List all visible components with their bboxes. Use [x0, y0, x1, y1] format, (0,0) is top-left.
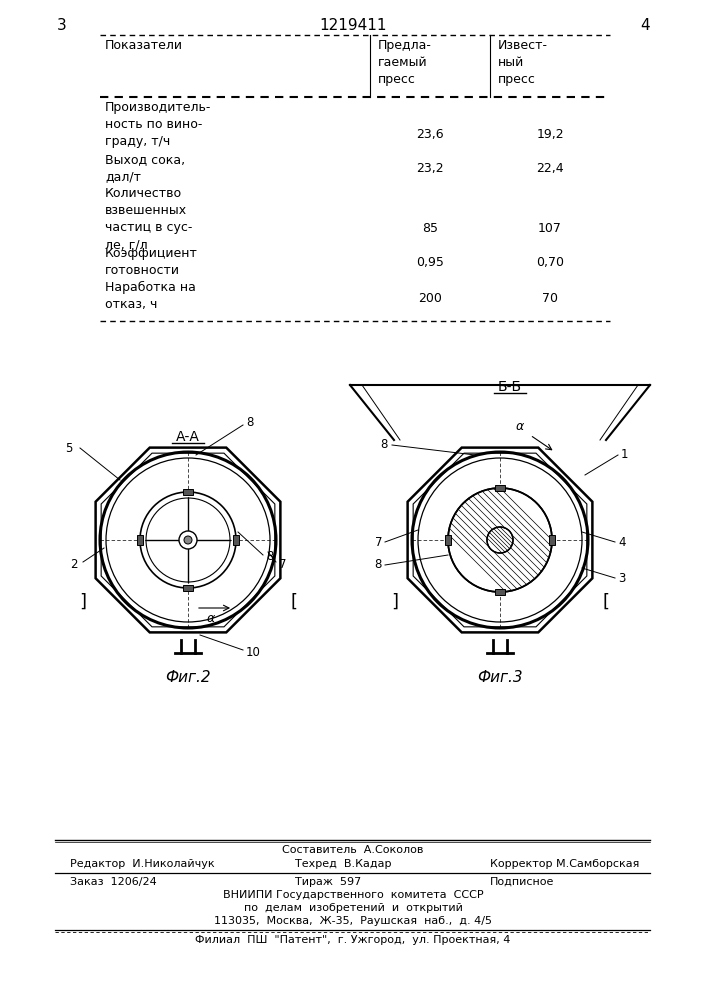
Text: 3: 3 [57, 18, 66, 33]
Text: Филиал  ПШ  "Патент",  г. Ужгород,  ул. Проектная, 4: Филиал ПШ "Патент", г. Ужгород, ул. Прое… [195, 935, 510, 945]
Text: 7: 7 [279, 558, 286, 570]
Text: 19,2: 19,2 [536, 128, 563, 141]
Text: Техред  В.Кадар: Техред В.Кадар [295, 859, 392, 869]
Circle shape [448, 488, 552, 592]
Text: 200: 200 [418, 292, 442, 305]
Bar [233, 535, 239, 545]
Text: Корректор М.Самборская: Корректор М.Самборская [490, 859, 639, 869]
Text: 5: 5 [64, 442, 72, 454]
Bar [183, 585, 193, 591]
Text: $\alpha$: $\alpha$ [515, 420, 525, 433]
Text: Извест-
ный
пресс: Извест- ный пресс [498, 39, 548, 86]
Text: Предла-
гаемый
пресс: Предла- гаемый пресс [378, 39, 432, 86]
Text: 1219411: 1219411 [320, 18, 387, 33]
Text: 0,95: 0,95 [416, 256, 444, 269]
Text: 3: 3 [618, 572, 626, 584]
Text: ]: ] [79, 593, 86, 611]
Text: по  делам  изобретений  и  открытий: по делам изобретений и открытий [244, 903, 462, 913]
Text: Подписное: Подписное [490, 877, 554, 887]
Circle shape [179, 531, 197, 549]
Bar [495, 485, 505, 491]
Text: Наработка на
отказ, ч: Наработка на отказ, ч [105, 281, 196, 311]
Text: А-А: А-А [176, 430, 200, 444]
Text: 8: 8 [246, 416, 253, 430]
Text: ]: ] [391, 593, 398, 611]
Text: ВНИИПИ Государственного  комитета  СССР: ВНИИПИ Государственного комитета СССР [223, 890, 484, 900]
Text: 0,70: 0,70 [536, 256, 564, 269]
Text: Производитель-
ность по вино-
граду, т/ч: Производитель- ность по вино- граду, т/ч [105, 101, 211, 148]
Bar [183, 489, 193, 495]
Text: Б-Б: Б-Б [498, 380, 522, 394]
Text: Фиг.2: Фиг.2 [165, 670, 211, 685]
Text: 4: 4 [641, 18, 650, 33]
Text: 70: 70 [542, 292, 558, 305]
Text: Количество
взвешенных
частиц в сус-
ле, г/л: Количество взвешенных частиц в сус- ле, … [105, 187, 192, 251]
Text: Коэффициент
готовности: Коэффициент готовности [105, 247, 198, 277]
Text: 7: 7 [375, 536, 382, 548]
Text: 4: 4 [618, 536, 626, 548]
Text: [: [ [602, 593, 609, 611]
Text: 85: 85 [422, 222, 438, 235]
Text: Выход сока,
дал/т: Выход сока, дал/т [105, 153, 185, 183]
Circle shape [184, 536, 192, 544]
Text: 8: 8 [266, 550, 274, 562]
Text: Составитель  А.Соколов: Составитель А.Соколов [282, 845, 423, 855]
Text: 8: 8 [380, 438, 388, 452]
Text: 23,2: 23,2 [416, 162, 444, 175]
Text: Показатели: Показатели [105, 39, 183, 52]
Bar [137, 535, 143, 545]
Text: [: [ [290, 593, 297, 611]
Text: Фиг.3: Фиг.3 [477, 670, 522, 685]
Text: 22,4: 22,4 [536, 162, 563, 175]
Text: 2: 2 [71, 558, 78, 570]
Circle shape [487, 527, 513, 553]
Bar [445, 535, 451, 545]
Text: 113035,  Москва,  Ж-35,  Раушская  наб.,  д. 4/5: 113035, Москва, Ж-35, Раушская наб., д. … [214, 916, 492, 926]
Text: Тираж  597: Тираж 597 [295, 877, 361, 887]
Text: 10: 10 [246, 646, 261, 658]
Bar [549, 535, 555, 545]
Text: 1: 1 [621, 448, 629, 460]
Text: Редактор  И.Николайчук: Редактор И.Николайчук [70, 859, 215, 869]
Text: 107: 107 [538, 222, 562, 235]
Text: $\alpha$: $\alpha$ [206, 612, 216, 625]
Text: 8: 8 [375, 558, 382, 572]
Text: Заказ  1206/24: Заказ 1206/24 [70, 877, 157, 887]
Bar [495, 589, 505, 595]
Text: 23,6: 23,6 [416, 128, 444, 141]
